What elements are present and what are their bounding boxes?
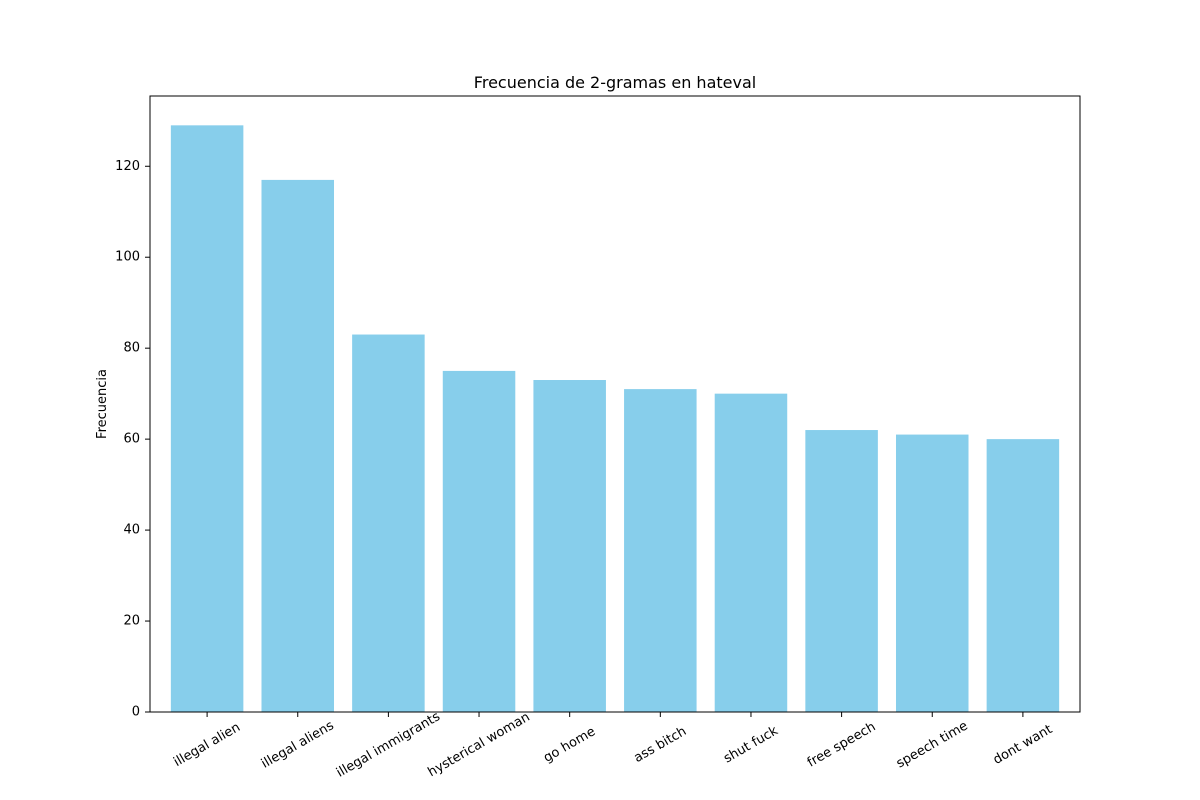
x-tick-label: shut fuck [721,723,781,766]
y-tick-label: 0 [132,705,140,720]
y-axis-ticks: 0 20 40 60 80 100 120 [115,159,150,720]
bar-free-speech [805,430,878,712]
x-tick-label: free speech [805,719,878,770]
chart-title: Frecuencia de 2-gramas en hateval [474,73,756,92]
bar-ass-bitch [624,389,697,712]
x-tick-label: illegal alien [171,720,243,770]
bar-speech-time [895,434,969,712]
x-tick-label: speech time [894,719,971,772]
bar-shut-fuck [714,393,788,712]
bar-illegal-alien [170,125,244,713]
y-tick-label: 20 [123,614,140,629]
bars-layer [170,125,1060,713]
bar-hysterical-woman [442,370,516,712]
bar-dont-want [986,439,1060,712]
x-tick-label: dont want [991,722,1055,768]
y-axis-title: Frecuencia [95,369,110,439]
bar-go-home [533,380,606,712]
y-tick-label: 80 [123,341,140,356]
y-tick-label: 40 [123,523,140,538]
x-tick-label: ass bitch [631,724,689,766]
bar-illegal-immigrants [352,334,425,712]
x-tick-label: go home [541,724,598,766]
y-tick-label: 100 [115,250,140,265]
y-tick-label: 120 [115,159,140,174]
bar-illegal-aliens [261,179,335,712]
plot-frame [149,95,1081,713]
y-tick-label: 60 [123,432,140,447]
x-tick-label: illegal aliens [259,718,337,772]
